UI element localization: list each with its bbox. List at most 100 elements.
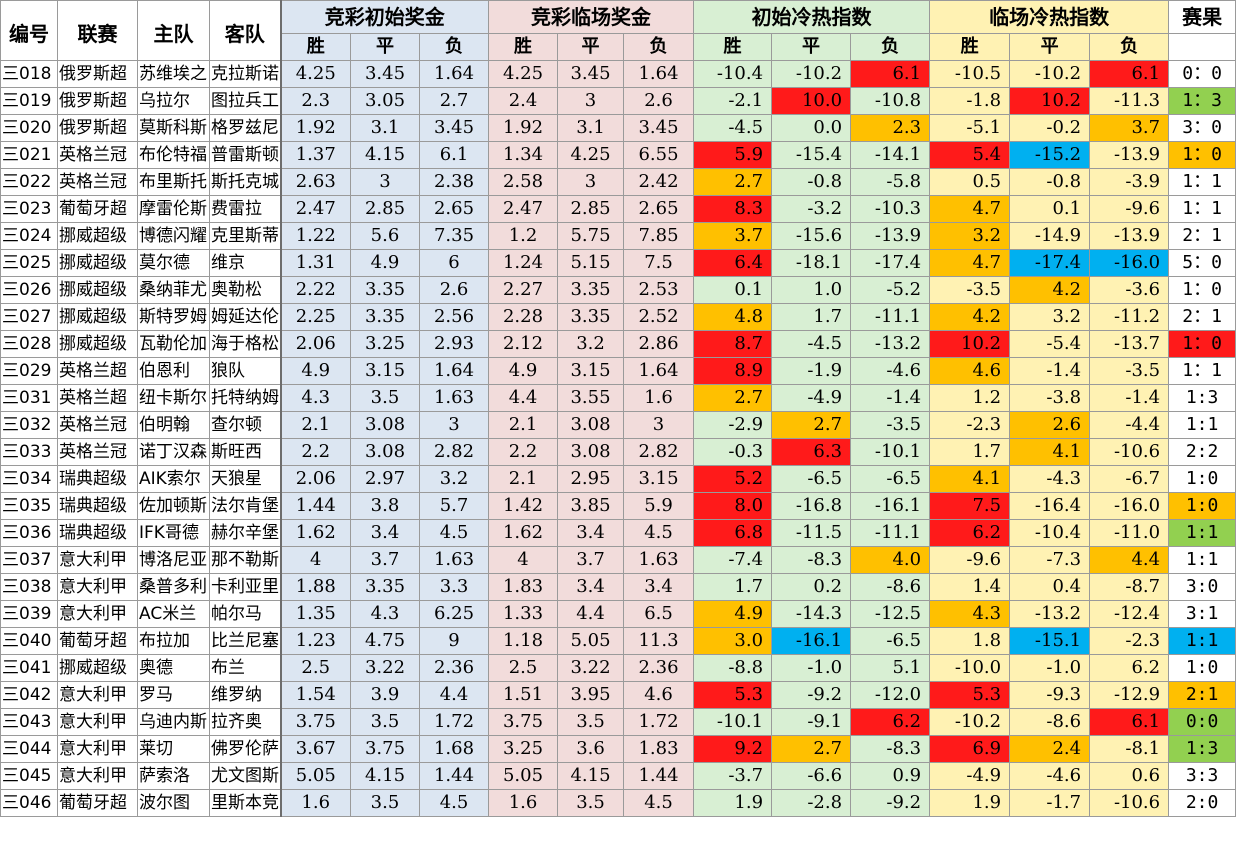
cell-live-odds-win[interactable]: 4.25 [488, 60, 559, 88]
cell-initial-odds-loss[interactable]: 6.25 [418, 600, 490, 628]
cell-live-odds-loss[interactable]: 6.5 [623, 600, 695, 628]
cell-live-hot-win[interactable]: 5.4 [929, 141, 1011, 169]
cell-initial-hot-loss[interactable]: 2.3 [850, 114, 931, 142]
cell-initial-hot-loss[interactable]: 6.2 [850, 708, 931, 736]
cell-live-odds-draw[interactable]: 3.6 [557, 735, 625, 763]
cell-league[interactable]: 葡萄牙超 [57, 789, 138, 817]
cell-live-hot-draw[interactable]: -10.2 [1009, 60, 1091, 88]
cell-initial-hot-win[interactable]: 9.2 [693, 735, 773, 763]
cell-initial-odds-win[interactable]: 2.5 [279, 654, 351, 682]
cell-initial-odds-win[interactable]: 3.75 [279, 708, 351, 736]
cell-live-hot-loss[interactable]: -6.7 [1089, 465, 1170, 493]
cell-initial-odds-win[interactable]: 1.35 [279, 600, 351, 628]
cell-initial-odds-loss[interactable]: 4.4 [418, 681, 490, 709]
cell-live-odds-win[interactable]: 2.2 [488, 438, 559, 466]
cell-initial-hot-draw[interactable]: -8.3 [771, 546, 852, 574]
cell-initial-odds-draw[interactable]: 4.15 [350, 141, 420, 169]
cell-home-team[interactable]: 诺丁汉森 [137, 438, 210, 466]
sub-header-win[interactable]: 胜 [279, 33, 351, 61]
cell-initial-hot-win[interactable]: 5.9 [693, 141, 773, 169]
cell-initial-hot-win[interactable]: 5.3 [693, 681, 773, 709]
cell-live-hot-loss[interactable]: -3.6 [1089, 276, 1170, 304]
cell-initial-odds-draw[interactable]: 2.97 [350, 465, 420, 493]
cell-initial-hot-draw[interactable]: -11.5 [771, 519, 852, 547]
cell-initial-odds-win[interactable]: 1.23 [279, 627, 351, 655]
cell-home-team[interactable]: 莱切 [137, 735, 210, 763]
cell-initial-odds-draw[interactable]: 3.75 [350, 735, 420, 763]
cell-initial-hot-win[interactable]: -0.3 [693, 438, 773, 466]
cell-live-odds-loss[interactable]: 1.64 [623, 357, 695, 385]
cell-result[interactable]: 2:0 [1168, 789, 1237, 817]
cell-initial-odds-loss[interactable]: 1.44 [418, 762, 490, 790]
cell-result[interactable]: 2:1 [1168, 681, 1237, 709]
cell-live-odds-win[interactable]: 1.42 [488, 492, 559, 520]
cell-initial-hot-win[interactable]: 8.3 [693, 195, 773, 223]
cell-match-id[interactable]: 三035 [0, 492, 58, 520]
cell-initial-hot-loss[interactable]: -3.5 [850, 411, 931, 439]
cell-initial-odds-win[interactable]: 5.05 [279, 762, 351, 790]
cell-league[interactable]: 瑞典超级 [57, 465, 138, 493]
cell-initial-odds-win[interactable]: 1.88 [279, 573, 351, 601]
cell-live-hot-draw[interactable]: -0.8 [1009, 168, 1091, 196]
cell-away-team[interactable]: 海于格松 [209, 330, 281, 358]
cell-live-hot-draw[interactable]: 2.4 [1009, 735, 1091, 763]
cell-live-hot-draw[interactable]: -13.2 [1009, 600, 1091, 628]
cell-initial-hot-draw[interactable]: -9.2 [771, 681, 852, 709]
cell-initial-hot-draw[interactable]: 2.7 [771, 735, 852, 763]
cell-initial-odds-draw[interactable]: 2.85 [350, 195, 420, 223]
cell-live-odds-draw[interactable]: 3.4 [557, 573, 625, 601]
cell-league[interactable]: 英格兰冠 [57, 438, 138, 466]
cell-initial-odds-win[interactable]: 2.3 [279, 87, 351, 115]
cell-initial-odds-loss[interactable]: 3.45 [418, 114, 490, 142]
cell-initial-odds-loss[interactable]: 1.64 [418, 60, 490, 88]
cell-live-hot-draw[interactable]: -1.0 [1009, 654, 1091, 682]
cell-home-team[interactable]: 布里斯托 [137, 168, 210, 196]
cell-initial-odds-draw[interactable]: 5.6 [350, 222, 420, 250]
cell-result[interactable]: 0:0 [1168, 708, 1237, 736]
cell-initial-hot-loss[interactable]: -11.1 [850, 519, 931, 547]
cell-away-team[interactable]: 费雷拉 [209, 195, 281, 223]
cell-initial-odds-win[interactable]: 2.1 [279, 411, 351, 439]
cell-initial-odds-draw[interactable]: 3.9 [350, 681, 420, 709]
cell-live-hot-draw[interactable]: 0.4 [1009, 573, 1091, 601]
cell-live-odds-loss[interactable]: 1.64 [623, 60, 695, 88]
sub-header-loss[interactable]: 负 [1089, 33, 1170, 61]
cell-initial-hot-loss[interactable]: 6.1 [850, 60, 931, 88]
cell-match-id[interactable]: 三022 [0, 168, 58, 196]
cell-initial-odds-draw[interactable]: 3.5 [350, 789, 420, 817]
col-header-away[interactable]: 客队 [209, 0, 281, 61]
cell-live-hot-win[interactable]: 7.5 [929, 492, 1011, 520]
cell-initial-odds-win[interactable]: 2.63 [279, 168, 351, 196]
cell-initial-odds-loss[interactable]: 1.63 [418, 384, 490, 412]
cell-initial-odds-draw[interactable]: 3.25 [350, 330, 420, 358]
cell-initial-hot-win[interactable]: 8.9 [693, 357, 773, 385]
cell-home-team[interactable]: 瓦勒伦加 [137, 330, 210, 358]
cell-initial-hot-win[interactable]: 3.7 [693, 222, 773, 250]
cell-live-odds-draw[interactable]: 5.15 [557, 249, 625, 277]
cell-live-odds-loss[interactable]: 2.52 [623, 303, 695, 331]
cell-live-hot-win[interactable]: 4.3 [929, 600, 1011, 628]
cell-league[interactable]: 意大利甲 [57, 573, 138, 601]
cell-live-odds-win[interactable]: 3.25 [488, 735, 559, 763]
sub-header-loss[interactable]: 负 [418, 33, 490, 61]
cell-initial-odds-draw[interactable]: 3.35 [350, 573, 420, 601]
cell-initial-odds-draw[interactable]: 3.05 [350, 87, 420, 115]
cell-live-odds-loss[interactable]: 2.82 [623, 438, 695, 466]
cell-initial-hot-win[interactable]: 4.8 [693, 303, 773, 331]
cell-result[interactable]: 1：0 [1168, 330, 1237, 358]
cell-match-id[interactable]: 三029 [0, 357, 58, 385]
cell-live-hot-draw[interactable]: -4.6 [1009, 762, 1091, 790]
cell-live-odds-draw[interactable]: 3.1 [557, 114, 625, 142]
cell-match-id[interactable]: 三027 [0, 303, 58, 331]
cell-home-team[interactable]: 莫尔德 [137, 249, 210, 277]
cell-initial-hot-draw[interactable]: -6.6 [771, 762, 852, 790]
cell-match-id[interactable]: 三041 [0, 654, 58, 682]
cell-initial-odds-loss[interactable]: 9 [418, 627, 490, 655]
cell-live-odds-draw[interactable]: 2.85 [557, 195, 625, 223]
cell-initial-hot-loss[interactable]: -11.1 [850, 303, 931, 331]
cell-match-id[interactable]: 三025 [0, 249, 58, 277]
cell-live-odds-loss[interactable]: 1.44 [623, 762, 695, 790]
cell-initial-odds-win[interactable]: 1.22 [279, 222, 351, 250]
cell-live-hot-draw[interactable]: -17.4 [1009, 249, 1091, 277]
cell-live-odds-loss[interactable]: 1.63 [623, 546, 695, 574]
